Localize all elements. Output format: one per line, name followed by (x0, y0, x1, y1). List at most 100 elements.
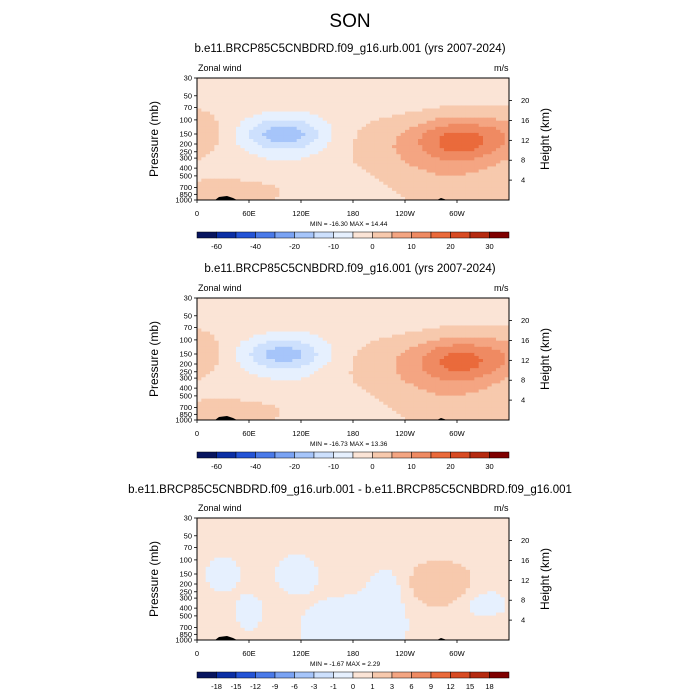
panel-1-wind-cell (309, 81, 315, 85)
panel-2-wind-cell (374, 313, 380, 317)
panel-1-wind-cell (444, 160, 449, 164)
panel-2-wind-cell (257, 313, 263, 317)
panel-2-wind-cell (422, 325, 428, 329)
panel-2-wind-cell (387, 365, 393, 369)
panel-2-wind-cell (231, 334, 237, 339)
panel-1-wind-cell (478, 105, 484, 109)
panel-2-wind-cell (418, 349, 423, 354)
panel-2-wind-cell (452, 301, 458, 305)
panel-1-wind-cell (205, 87, 211, 91)
panel-1-wind-cell (218, 123, 224, 128)
panel-2-wind-cell (478, 355, 484, 360)
panel-2-wind-cell (322, 310, 328, 314)
panel-1-wind-cell (210, 99, 215, 103)
panel-1-wind-cell (379, 96, 384, 100)
panel-2-wind-cell (483, 310, 488, 314)
panel-1-wind-cell (396, 114, 402, 119)
panel-1-wind-cell (340, 81, 345, 85)
panel-2-wind-cell (400, 337, 406, 342)
panel-1-wind-cell (348, 154, 354, 158)
panel-1-wind-cell (197, 126, 202, 131)
panel-2-wind-cell (500, 304, 506, 308)
panel-1-wind-cell (223, 105, 228, 109)
panel-1-wind-cell (331, 87, 337, 91)
panel-1-wind-cell (491, 175, 497, 180)
panel-1-wind-cell (279, 187, 285, 192)
panel-2-wind-cell (431, 362, 436, 366)
panel-1-wind-cell (309, 163, 315, 167)
panel-1-wind-cell (491, 163, 497, 167)
panel-2-wind-cell (400, 371, 406, 375)
panel-1-wind-cell (444, 105, 449, 109)
panel-1-wind-cell (253, 132, 259, 137)
panel-2-wind-cell (431, 298, 436, 302)
panel-2-wind-cell (374, 301, 380, 305)
panel-1-wind-cell (491, 93, 497, 97)
panel-1-wind-cell (383, 139, 389, 143)
panel-2-wind-cell (487, 346, 493, 351)
panel-1-wind-cell (387, 84, 393, 88)
panel-2-wind-cell (439, 334, 445, 339)
panel-1-wind-cell (439, 87, 445, 91)
panel-1-wind-cell (418, 114, 423, 119)
panel-1-wind-cell (400, 148, 406, 152)
panel-1-wind-cell (452, 87, 458, 91)
panel-2-wind-cell (392, 313, 397, 317)
panel-2-wind-cell (275, 380, 280, 384)
panel-1-wind-cell (457, 154, 462, 158)
panel-1-wind-cell (249, 148, 254, 152)
panel-1-wind-cell (340, 117, 345, 122)
panel-1-wind-cell (314, 151, 319, 155)
panel-1-wind-cell (270, 120, 276, 125)
panel-2-wind-cell (270, 352, 276, 357)
panel-1-wind-cell (409, 145, 415, 149)
panel-1-wind-cell (405, 105, 410, 109)
panel-2-wind-cell (201, 307, 207, 311)
panel-1-wind-cell (422, 151, 428, 155)
panel-1-wind-cell (266, 181, 272, 186)
panel-2-wind-cell (422, 319, 428, 323)
panel-2-wind-cell (374, 310, 380, 314)
panel-1-wind-cell (431, 193, 436, 198)
panel-2-wind-cell (422, 368, 428, 372)
panel-2-wind-cell (257, 359, 263, 363)
panel-2-wind-cell (205, 368, 211, 372)
panel-1-wind-cell (370, 190, 376, 195)
panel-1-wind-cell (353, 120, 358, 125)
panel-1-wind-cell (305, 160, 311, 164)
panel-2-units-label: m/s (494, 283, 509, 293)
panel-1-wind-cell (361, 190, 367, 195)
panel-2-wind-cell (461, 371, 467, 375)
panel-1-wind-cell (223, 193, 228, 198)
panel-2-wind-cell (214, 368, 220, 372)
panel-2-wind-cell (253, 316, 259, 320)
panel-1-wind-cell (396, 181, 402, 186)
panel-1-wind-cell (270, 163, 276, 167)
panel-1-wind-cell (418, 132, 423, 137)
panel-1-wind-cell (227, 105, 233, 109)
panel-1-wind-cell (387, 123, 393, 128)
panel-1-wind-cell (435, 99, 441, 103)
panel-2-wind-cell (413, 328, 419, 332)
panel-2-wind-cell (431, 368, 436, 372)
panel-2-wind-cell (413, 340, 419, 345)
panel-1-wind-cell (257, 120, 263, 125)
panel-1-wind-cell (270, 132, 276, 137)
panel-1-wind-cell (327, 87, 332, 91)
panel-2-wind-cell (452, 316, 458, 320)
panel-1-wind-cell (418, 111, 423, 115)
panel-1-wind-cell (409, 81, 415, 85)
panel-1-wind-cell (496, 87, 501, 91)
panel-1-wind-cell (231, 190, 237, 195)
panel-1-wind-cell (210, 196, 215, 201)
panel-2-wind-cell (231, 362, 237, 366)
panel-2-wind-cell (418, 362, 423, 366)
panel-2-wind-cell (409, 380, 415, 384)
panel-1-wind-cell (309, 117, 315, 122)
panel-2-wind-cell (370, 322, 376, 326)
panel-2-wind-cell (314, 380, 319, 384)
panel-2-wind-cell (435, 337, 441, 342)
panel-2-wind-cell (361, 319, 367, 323)
panel-2-wind-cell (201, 304, 207, 308)
panel-1-wind-cell (305, 114, 311, 119)
